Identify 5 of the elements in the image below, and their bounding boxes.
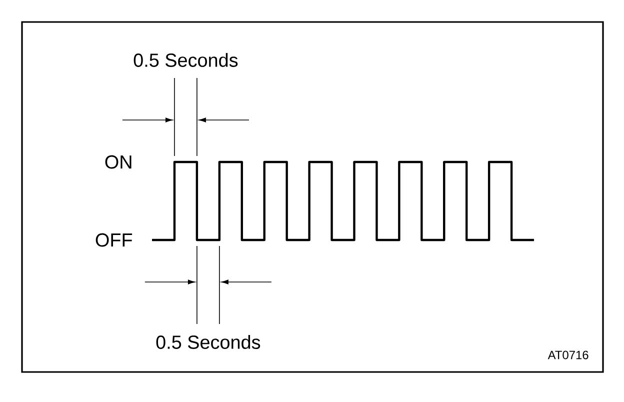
text: OFF	[96, 233, 132, 247]
text: AT0716	[548, 350, 588, 360]
text: 0.5 Seconds	[134, 53, 238, 67]
text: ON	[105, 155, 132, 169]
text: 0.5 Seconds	[156, 335, 260, 349]
